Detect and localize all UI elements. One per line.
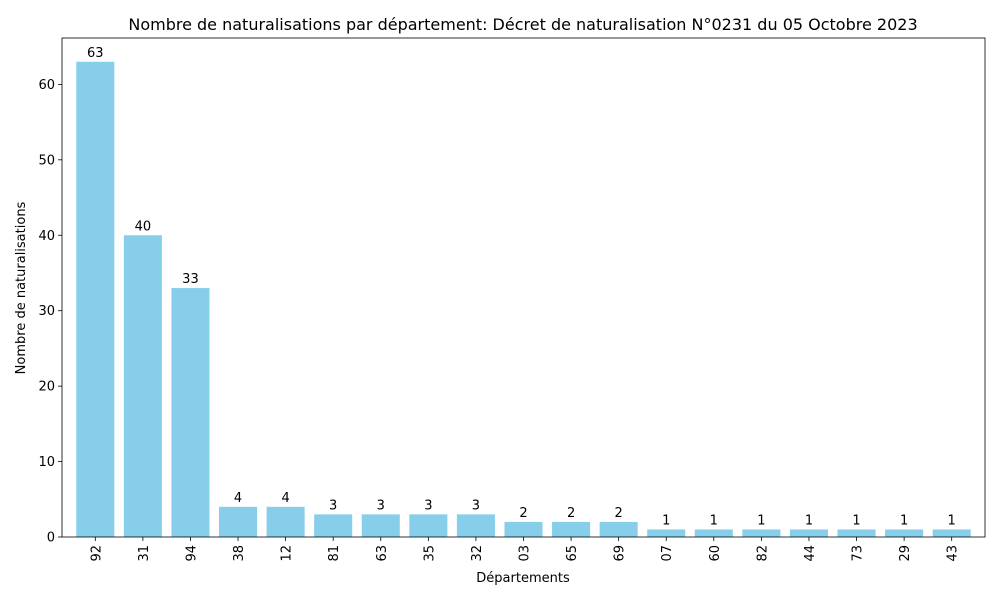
data-label-35: 3 xyxy=(424,498,432,513)
plot-frame xyxy=(61,37,986,538)
bar-60 xyxy=(694,529,733,537)
x-tick-label-12: 12 xyxy=(280,545,295,562)
x-tick-label-03: 03 xyxy=(518,545,533,562)
data-label-07: 1 xyxy=(662,513,670,528)
data-label-31: 40 xyxy=(135,219,152,234)
x-tick-label-60: 60 xyxy=(708,545,723,562)
x-tick-label-43: 43 xyxy=(946,545,961,562)
data-label-60: 1 xyxy=(710,513,718,528)
x-tick-label-94: 94 xyxy=(184,545,199,562)
x-tick-label-07: 07 xyxy=(660,545,675,562)
data-label-38: 4 xyxy=(234,491,242,506)
bar-03 xyxy=(504,521,543,537)
data-label-43: 1 xyxy=(948,513,956,528)
data-label-69: 2 xyxy=(615,506,623,521)
x-tick-label-81: 81 xyxy=(327,545,342,562)
bar-38 xyxy=(219,506,258,537)
x-tick-label-31: 31 xyxy=(137,545,152,562)
x-tick-label-44: 44 xyxy=(803,545,818,562)
y-tick-label-60: 60 xyxy=(38,78,55,93)
x-tick-label-73: 73 xyxy=(851,545,866,562)
x-tick-label-35: 35 xyxy=(422,545,437,562)
data-label-44: 1 xyxy=(805,513,813,528)
data-label-63: 3 xyxy=(377,498,385,513)
x-axis-label: Départements xyxy=(476,571,570,586)
x-tick-label-29: 29 xyxy=(898,545,913,562)
bar-65 xyxy=(552,521,591,537)
data-label-92: 63 xyxy=(87,46,104,61)
y-tick-label-20: 20 xyxy=(38,380,55,395)
data-label-29: 1 xyxy=(900,513,908,528)
plot-area: 63 92 40 31 33 94 4 38 4 12 3 81 3 63 3 35 3 32 2 03 2 65 2 69 1… xyxy=(38,37,986,562)
x-tick-label-65: 65 xyxy=(565,545,580,562)
x-tick-label-69: 69 xyxy=(613,545,628,562)
data-label-32: 3 xyxy=(472,498,480,513)
data-label-81: 3 xyxy=(329,498,337,513)
x-tick-label-38: 38 xyxy=(232,545,247,562)
x-tick-label-32: 32 xyxy=(470,545,485,562)
y-tick-label-40: 40 xyxy=(38,229,55,244)
bar-44 xyxy=(789,529,828,537)
y-tick-label-10: 10 xyxy=(38,455,55,470)
data-label-65: 2 xyxy=(567,506,575,521)
bar-73 xyxy=(837,529,876,537)
y-tick-label-0: 0 xyxy=(47,531,55,546)
chart-title: Nombre de naturalisations par départemen… xyxy=(128,15,917,34)
y-axis-label: Nombre de naturalisations xyxy=(14,201,29,374)
bar-35 xyxy=(409,514,448,537)
data-label-03: 2 xyxy=(519,506,527,521)
bar-82 xyxy=(742,529,781,537)
x-tick-label-82: 82 xyxy=(755,545,770,562)
data-label-94: 33 xyxy=(182,272,199,287)
data-label-12: 4 xyxy=(281,491,289,506)
bar-07 xyxy=(647,529,686,537)
bar-43 xyxy=(932,529,971,537)
bar-92 xyxy=(76,61,115,537)
data-label-73: 1 xyxy=(852,513,860,528)
y-tick-label-50: 50 xyxy=(38,153,55,168)
bar-69 xyxy=(599,521,638,537)
y-tick-label-30: 30 xyxy=(38,304,55,319)
bar-32 xyxy=(456,514,495,537)
bar-81 xyxy=(314,514,353,537)
x-tick-label-92: 92 xyxy=(89,545,104,562)
data-label-82: 1 xyxy=(757,513,765,528)
x-tick-label-63: 63 xyxy=(375,545,390,562)
bar-31 xyxy=(123,235,162,537)
bar-12 xyxy=(266,506,305,537)
bar-29 xyxy=(885,529,924,537)
bar-63 xyxy=(361,514,400,537)
bar-94 xyxy=(171,288,210,537)
